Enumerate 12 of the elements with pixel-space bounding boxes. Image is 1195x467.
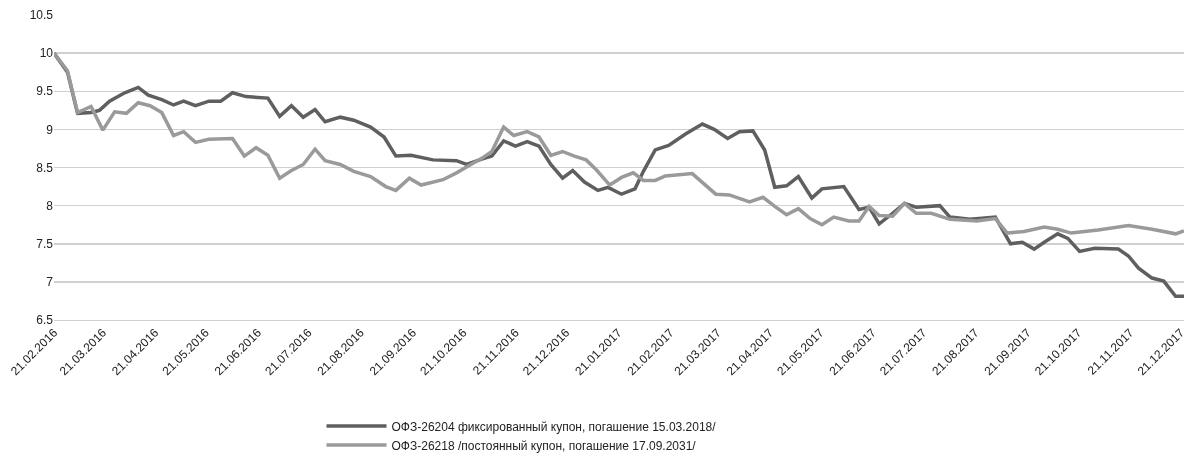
y-tick-label: 9.5 (36, 84, 54, 99)
y-tick-label: 6.5 (36, 313, 54, 328)
legend-label: ОФЗ-26204 фиксированный купон, погашение 15.03.2018/ (391, 419, 717, 434)
line-series (54, 51, 1184, 236)
y-tick-label: 9 (46, 122, 54, 137)
y-tick-label: 10.5 (29, 8, 54, 23)
y-tick-label: 8.5 (36, 160, 54, 175)
y-tick-label: 10 (39, 46, 54, 61)
legend-label: ОФЗ-26218 /постоянный купон, погашение 17.09.2031/ (391, 438, 697, 453)
y-tick-label: 7 (46, 275, 54, 290)
y-tick-label: 7.5 (36, 236, 54, 251)
y-tick-label: 8 (46, 198, 54, 213)
